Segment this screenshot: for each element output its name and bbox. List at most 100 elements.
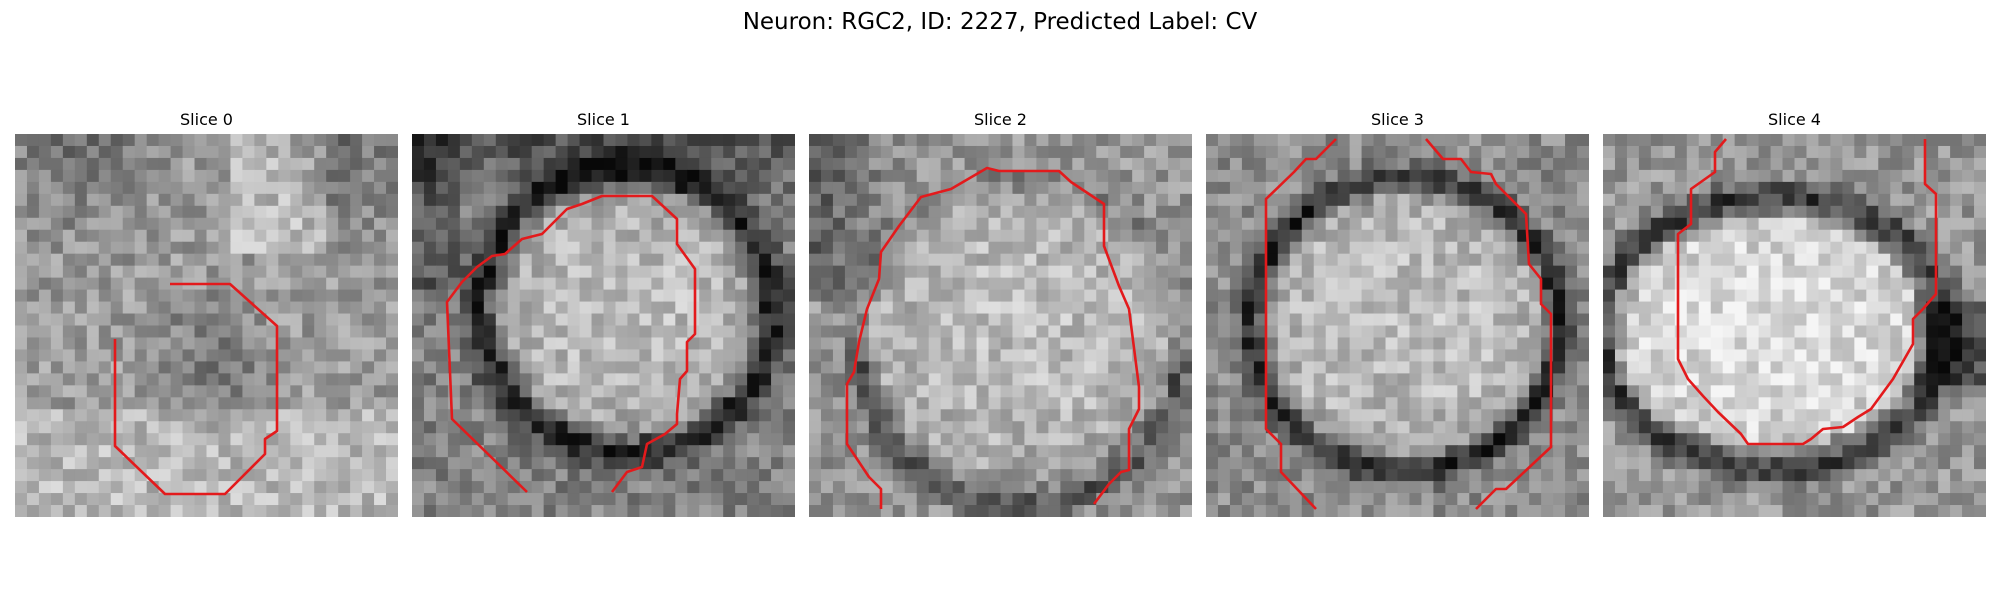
pixel <box>1842 193 1855 207</box>
pixel <box>1289 205 1303 219</box>
pixel <box>1577 134 1589 147</box>
pixel <box>1782 241 1796 255</box>
pixel <box>50 409 64 422</box>
pixel <box>194 289 208 303</box>
pixel <box>314 229 327 243</box>
pixel <box>759 301 772 315</box>
pixel <box>555 481 569 494</box>
pixel <box>1938 373 1951 386</box>
pixel <box>699 169 712 183</box>
pixel <box>543 421 557 434</box>
pixel <box>1156 253 1169 267</box>
pixel <box>783 385 795 398</box>
pixel <box>1409 229 1423 243</box>
pixel <box>242 217 255 231</box>
pixel <box>1614 193 1628 207</box>
pixel <box>1722 397 1736 410</box>
pixel <box>1662 409 1676 422</box>
pixel <box>699 469 712 482</box>
pixel <box>567 469 581 482</box>
pixel <box>1156 193 1169 207</box>
pixel <box>820 169 834 183</box>
pixel <box>651 229 664 243</box>
pixel <box>483 217 497 231</box>
pixel <box>386 217 398 231</box>
pixel <box>940 373 954 386</box>
pixel <box>1469 205 1482 219</box>
pixel <box>1638 205 1652 219</box>
pixel <box>1409 157 1423 171</box>
pixel <box>591 313 605 327</box>
pixel <box>928 313 942 327</box>
pixel <box>1096 349 1109 363</box>
pixel <box>1337 181 1351 195</box>
pixel <box>1084 157 1097 171</box>
pixel <box>158 217 172 231</box>
pixel <box>194 433 208 446</box>
pixel <box>1397 193 1411 207</box>
pixel <box>675 325 688 339</box>
pixel <box>302 385 315 398</box>
pixel <box>1168 457 1181 470</box>
pixel <box>254 361 267 374</box>
pixel <box>1409 134 1423 147</box>
pixel <box>1710 205 1724 219</box>
grayscale-pixels <box>412 134 795 517</box>
pixel <box>483 325 497 339</box>
pixel <box>1024 445 1038 458</box>
pixel <box>435 493 449 506</box>
pixel <box>1012 181 1026 195</box>
pixel <box>1553 241 1566 255</box>
pixel <box>1301 253 1315 267</box>
pixel <box>26 241 40 255</box>
pixel <box>856 229 870 243</box>
pixel <box>711 433 724 446</box>
pixel <box>290 361 303 374</box>
pixel <box>134 157 148 171</box>
pixel <box>1553 361 1566 374</box>
pixel <box>809 313 822 327</box>
pixel <box>110 181 124 195</box>
pixel <box>314 397 327 410</box>
pixel <box>916 157 930 171</box>
pixel <box>1698 145 1712 159</box>
pixel <box>519 157 533 171</box>
pixel <box>1938 361 1951 374</box>
pixel <box>146 385 160 398</box>
pixel <box>1265 433 1279 446</box>
pixel <box>759 134 772 147</box>
pixel <box>603 421 617 434</box>
pixel <box>338 361 351 374</box>
pixel <box>1036 469 1049 482</box>
pixel <box>603 169 617 183</box>
pixel <box>543 301 557 315</box>
pixel <box>1445 469 1458 482</box>
pixel <box>1229 169 1243 183</box>
pixel <box>1060 289 1073 303</box>
pixel <box>1469 445 1482 458</box>
pixel <box>531 445 545 458</box>
pixel <box>1144 505 1157 517</box>
pixel <box>892 313 906 327</box>
pixel <box>1938 169 1951 183</box>
pixel <box>50 253 64 267</box>
pixel <box>1206 134 1219 147</box>
pixel <box>1758 409 1772 422</box>
pixel <box>976 265 990 279</box>
pixel <box>1144 217 1157 231</box>
pixel <box>1060 505 1073 517</box>
pixel <box>1698 134 1712 147</box>
pixel <box>687 277 700 291</box>
pixel <box>1577 373 1589 386</box>
pixel <box>326 457 339 470</box>
pixel <box>1746 313 1760 327</box>
pixel <box>531 505 545 517</box>
pixel <box>62 421 76 434</box>
pixel <box>1313 193 1327 207</box>
pixel <box>74 134 88 147</box>
pixel <box>302 433 315 446</box>
pixel <box>1722 301 1736 315</box>
pixel <box>374 134 387 147</box>
pixel <box>15 193 28 207</box>
pixel <box>1156 134 1169 147</box>
